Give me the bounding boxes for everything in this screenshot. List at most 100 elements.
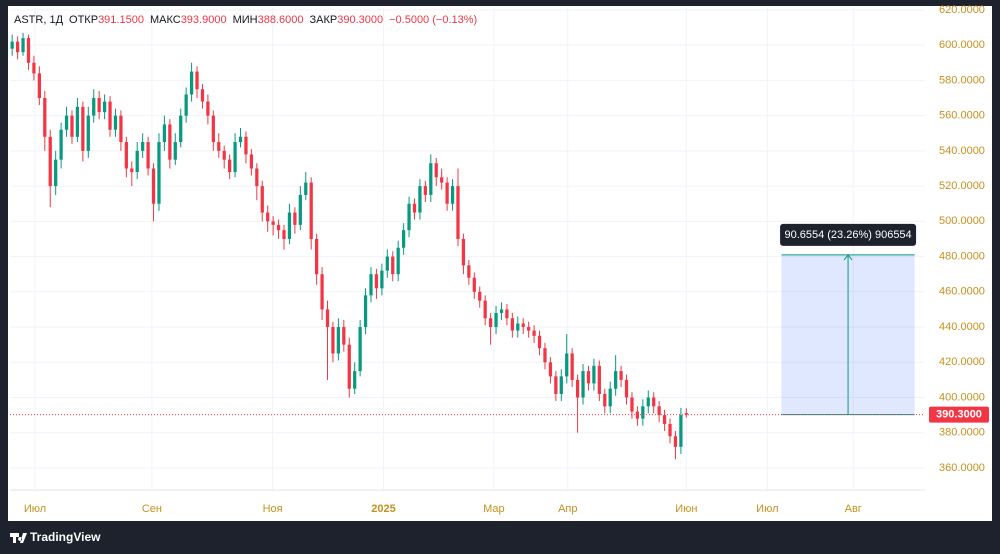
candle-body bbox=[48, 136, 52, 187]
candle-body bbox=[635, 411, 640, 419]
candle-body bbox=[10, 41, 14, 49]
candle-body bbox=[603, 393, 607, 407]
candle-body bbox=[418, 186, 422, 213]
candle-body bbox=[157, 142, 161, 204]
candle-body bbox=[97, 98, 101, 113]
y-tick-label: 620.0000 bbox=[939, 4, 985, 16]
measure-label: 90.6554 (23.26%) 906554 bbox=[784, 229, 911, 241]
candle-body bbox=[298, 194, 302, 225]
x-tick-label: Июл bbox=[24, 503, 46, 515]
candle-body bbox=[385, 256, 389, 271]
chart-pane bbox=[8, 6, 992, 521]
candle-body bbox=[325, 309, 330, 328]
candle-body bbox=[374, 274, 379, 289]
y-tick-label: 420.0000 bbox=[939, 356, 985, 368]
candle-body bbox=[543, 348, 547, 363]
candle-body bbox=[586, 371, 591, 384]
candle-body bbox=[445, 182, 449, 204]
change: −0.5000 (−0.13%) bbox=[389, 14, 477, 26]
candle-body bbox=[450, 186, 455, 204]
measure-arrowhead bbox=[843, 254, 853, 261]
x-tick-label: 2025 bbox=[371, 503, 395, 515]
candle-body bbox=[619, 371, 623, 380]
x-tick-label: Апр bbox=[558, 503, 577, 515]
ohlc-label: МАКС bbox=[150, 14, 181, 26]
candle-body bbox=[461, 238, 466, 266]
candle-body bbox=[429, 163, 433, 195]
y-tick-label: 460.0000 bbox=[939, 286, 985, 298]
candle-body bbox=[249, 154, 254, 169]
candle-body bbox=[92, 98, 96, 116]
candle-body bbox=[608, 388, 612, 407]
candle-body bbox=[151, 168, 156, 204]
candle-body bbox=[293, 212, 297, 225]
ohlc-value: 388.6000 bbox=[258, 14, 304, 26]
y-tick-label: 500.0000 bbox=[939, 215, 985, 227]
symbol: ASTR, 1Д bbox=[14, 14, 64, 26]
candle-body bbox=[228, 159, 232, 173]
candle-body bbox=[369, 274, 373, 296]
candle-body bbox=[43, 98, 47, 137]
candle-body bbox=[206, 101, 210, 116]
candle-body bbox=[592, 365, 596, 384]
last-price-label: 390.3000 bbox=[936, 409, 982, 421]
candle-body bbox=[652, 397, 656, 407]
candle-body bbox=[537, 335, 542, 349]
candle-body bbox=[217, 142, 221, 151]
candle-body bbox=[440, 177, 444, 183]
candle-body bbox=[26, 38, 31, 63]
candle-body bbox=[570, 353, 574, 380]
candle-body bbox=[238, 136, 243, 143]
candle-body bbox=[668, 423, 672, 437]
ohlc-label: ЗАКР bbox=[309, 14, 337, 26]
candle-body bbox=[173, 142, 177, 160]
candle-body bbox=[59, 129, 63, 160]
candle-body bbox=[86, 115, 90, 151]
candle-body bbox=[478, 291, 482, 301]
candle-body bbox=[396, 247, 400, 275]
candle-body bbox=[336, 327, 341, 354]
y-tick-label: 540.0000 bbox=[939, 145, 985, 157]
candle-body bbox=[309, 182, 313, 239]
legend-header: ASTR, 1Д ОТКР391.1500 МАКС393.9000 МИН388.6… bbox=[14, 14, 477, 26]
candle-body bbox=[614, 371, 618, 389]
candle-body bbox=[64, 115, 69, 130]
candle-body bbox=[320, 274, 324, 310]
ohlc-value: 393.9000 bbox=[181, 14, 227, 26]
candle-body bbox=[554, 376, 558, 394]
candle-body bbox=[124, 142, 128, 169]
candle-body bbox=[37, 73, 41, 99]
ohlc-value: 390.3000 bbox=[337, 14, 383, 26]
candle-body bbox=[472, 277, 476, 292]
candle-body bbox=[641, 406, 645, 419]
candle-body bbox=[260, 186, 264, 213]
candle-body bbox=[130, 168, 134, 173]
candle-body bbox=[575, 379, 580, 398]
candle-body bbox=[200, 89, 205, 102]
candle-body bbox=[521, 323, 525, 328]
candle-body bbox=[407, 203, 411, 231]
candle-body bbox=[673, 436, 678, 447]
ohlc-label: МИН bbox=[233, 14, 258, 26]
candle-body bbox=[391, 256, 395, 275]
candle-body bbox=[630, 397, 634, 412]
candle-body bbox=[363, 295, 368, 328]
x-tick-label: Сен bbox=[142, 503, 162, 515]
candle-body bbox=[266, 212, 270, 222]
candle-body bbox=[108, 101, 112, 130]
candle-body bbox=[141, 142, 145, 151]
ohlc-value: 391.1500 bbox=[98, 14, 144, 26]
candle-body bbox=[565, 353, 569, 377]
candle-body bbox=[483, 300, 487, 319]
candle-body bbox=[276, 224, 281, 231]
candle-body bbox=[315, 238, 319, 275]
x-tick-label: Июл bbox=[756, 503, 778, 515]
candle-body bbox=[581, 371, 585, 398]
candle-body bbox=[358, 327, 362, 372]
candle-body bbox=[222, 150, 226, 160]
candle-body bbox=[353, 371, 357, 389]
candle-body bbox=[244, 136, 248, 155]
candle-body bbox=[488, 318, 493, 328]
candle-body bbox=[412, 203, 417, 213]
